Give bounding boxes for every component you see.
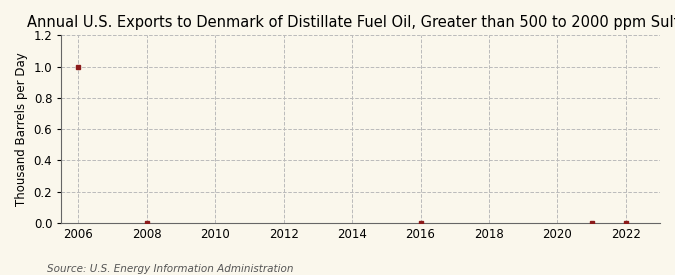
Text: Source: U.S. Energy Information Administration: Source: U.S. Energy Information Administ…: [47, 264, 294, 274]
Title: Annual U.S. Exports to Denmark of Distillate Fuel Oil, Greater than 500 to 2000 : Annual U.S. Exports to Denmark of Distil…: [27, 15, 675, 30]
Y-axis label: Thousand Barrels per Day: Thousand Barrels per Day: [15, 52, 28, 206]
